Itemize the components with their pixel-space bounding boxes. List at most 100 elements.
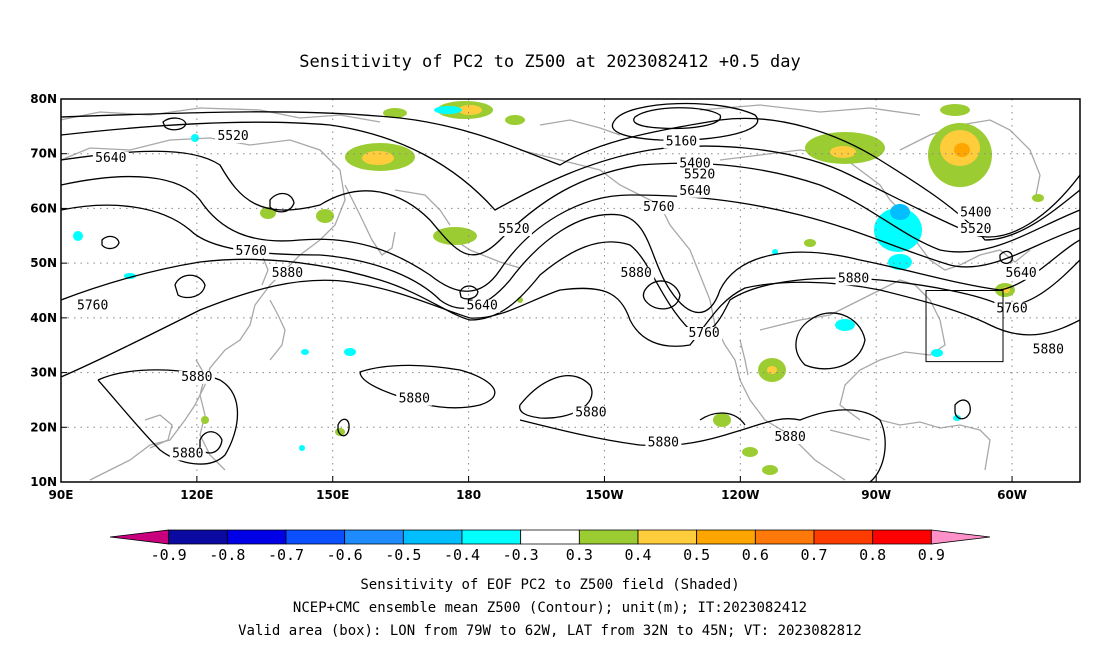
sensitivity-shading [73, 101, 1044, 475]
shade-green [383, 108, 407, 118]
contour-label-bg [396, 392, 433, 406]
x-tick-label: 60W [997, 488, 1027, 502]
contour-labels: 5520564051605400552056405760552054005520… [74, 129, 1067, 461]
colorbar-label: -0.3 [503, 546, 539, 564]
shade-green [713, 413, 731, 427]
shade-cyan [835, 319, 855, 331]
contour-label: 5760 [236, 244, 267, 259]
contour-label-bg [215, 130, 252, 144]
contour-label: 5640 [467, 299, 498, 314]
contour-label: 5400 [679, 156, 710, 171]
contour-label: 5880 [621, 266, 652, 281]
contour-label-bg [957, 223, 994, 237]
contour-label-bg [269, 266, 306, 280]
colorbar-swatch [813, 529, 874, 545]
contour-label-bg [686, 327, 723, 341]
contour-label-bg [1030, 343, 1067, 357]
shade-green [316, 209, 334, 223]
shade-cyan [301, 349, 309, 355]
colorbar-label: 0.7 [800, 546, 827, 564]
contour-label: 5520 [684, 167, 715, 182]
shade-cyan [434, 106, 462, 114]
valid-area-box [925, 290, 1004, 363]
colorbar: -0.9 -0.8 -0.7 -0.6 -0.5 -0.4 -0.3 0.3 0.4 0.5 0.6… [109, 529, 991, 564]
colorbar-label: 0.4 [624, 546, 651, 564]
contour-label: 5640 [1005, 266, 1036, 281]
colorbar-swatch [344, 529, 404, 545]
shade-cyan [299, 445, 305, 451]
shade-cyan [890, 204, 910, 220]
colorbar-label: 0.6 [742, 546, 769, 564]
contour-label-bg [957, 206, 994, 220]
colorbar-label: 0.9 [918, 546, 945, 564]
colorbar-swatch [285, 529, 346, 545]
colorbar-swatch [578, 529, 639, 545]
contour-label: 5520 [960, 222, 991, 237]
shade-green [201, 416, 209, 424]
colorbar-label: -0.9 [151, 546, 187, 564]
x-tick-label: 150E [316, 488, 349, 502]
shade-yellow [830, 146, 856, 158]
contour-label-bg [835, 272, 872, 286]
x-tick-label: 120E [180, 488, 213, 502]
shade-green [1032, 194, 1044, 202]
colorbar-label: 0.8 [859, 546, 886, 564]
colorbar-label: -0.6 [327, 546, 363, 564]
map-frame [60, 98, 1081, 483]
contour-label: 5880 [648, 435, 679, 450]
colorbar-swatch [930, 529, 991, 545]
x-tick-label: 120W [721, 488, 759, 502]
contour-label-bg [1003, 266, 1040, 280]
colorbar-swatch [168, 529, 228, 545]
colorbar-label: -0.8 [209, 546, 245, 564]
colorbar-label: 0.3 [566, 546, 593, 564]
shade-yellow [362, 151, 394, 165]
y-tick-label: 10N [30, 475, 57, 489]
shade-green [433, 227, 477, 245]
shade-green [940, 104, 970, 116]
shade-cyan [73, 231, 83, 241]
x-tick-label: 180 [456, 488, 481, 502]
contour-label-bg [572, 406, 609, 420]
colorbar-swatch [402, 529, 463, 545]
x-tick-label: 90W [861, 488, 891, 502]
contour-label: 5760 [688, 326, 719, 341]
contour-label-bg [74, 299, 111, 313]
shade-cyan [344, 348, 356, 356]
contour-label-bg [663, 135, 700, 149]
shade-green [505, 115, 525, 125]
colorbar-swatch [637, 529, 698, 545]
contour-label: 5400 [960, 206, 991, 221]
shade-yellow [458, 105, 482, 115]
contour-label: 5640 [95, 151, 126, 166]
contour-label: 5880 [575, 405, 606, 420]
axis-ticks: 90E 120E 150E 180 150W 120W 90W 60W 80N 70N 60N 50N… [30, 92, 1027, 502]
shade-cyan [931, 349, 943, 357]
shade-cyan [874, 208, 922, 252]
contour-label-bg [464, 299, 501, 313]
shade-cyan [953, 415, 961, 421]
shade-cyan [888, 254, 912, 270]
shade-green [804, 239, 816, 247]
y-tick-label: 20N [30, 420, 57, 434]
contour-label-bg [233, 244, 270, 258]
contour-label: 5760 [643, 200, 674, 215]
figure-title: Sensitivity of PC2 to Z500 at 2023082412… [299, 52, 801, 72]
colorbar-swatch [109, 529, 170, 545]
contour-label: 5160 [666, 135, 697, 150]
contour-label: 5640 [679, 184, 710, 199]
contour-label-bg [681, 168, 718, 182]
contour-label: 5880 [1033, 342, 1064, 357]
contour-label-bg [495, 223, 532, 237]
colorbar-label: -0.5 [385, 546, 421, 564]
colorbar-swatch [754, 529, 815, 545]
shade-cyan [191, 134, 199, 142]
shade-green [260, 207, 276, 219]
contour-label-bg [640, 201, 677, 215]
caption-line-1: Sensitivity of EOF PC2 to Z500 field (Sh… [360, 577, 739, 593]
contour-label-bg [169, 447, 206, 461]
contour-label-bg [772, 430, 809, 444]
shade-green [742, 447, 758, 457]
colorbar-label: 0.5 [683, 546, 710, 564]
